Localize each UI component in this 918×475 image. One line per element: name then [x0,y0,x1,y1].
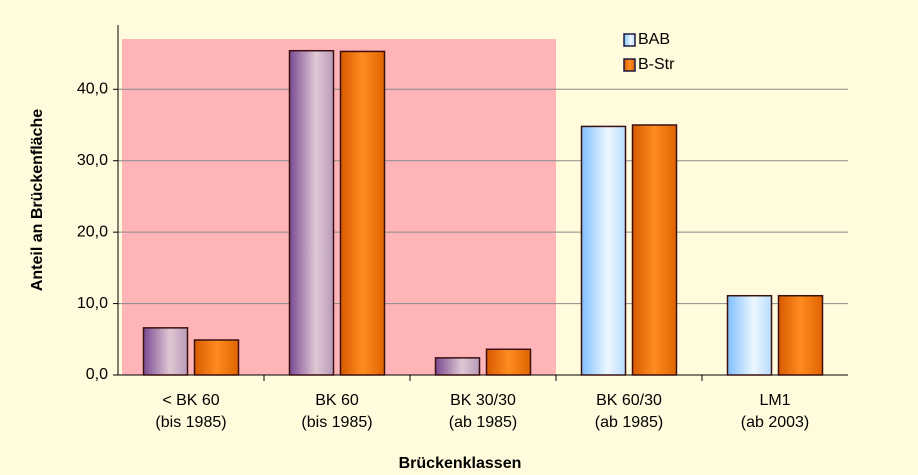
legend-label: B-Str [638,56,675,73]
x-tick-label: (bis 1985) [155,414,226,431]
y-tick-label: 10,0 [77,295,108,312]
bar [580,125,627,376]
highlight-region [122,39,556,375]
x-tick-label: BK 30/30 [450,392,516,409]
x-tick-label: < BK 60 [162,392,219,409]
legend-swatch [623,58,636,72]
bar [339,50,386,376]
x-tick-label: (ab 1985) [595,414,664,431]
bar [434,357,481,376]
bar [288,49,335,376]
y-tick-label: 20,0 [77,223,108,240]
bar [726,294,773,376]
y-tick-label: 0,0 [86,366,108,383]
bar [485,348,532,376]
y-axis-title: Anteil an Brückenfläche [29,109,46,291]
x-tick-label: (ab 2003) [741,414,810,431]
bar [193,339,240,376]
x-tick-label: BK 60/30 [596,392,662,409]
legend-swatch [623,33,636,47]
y-tick-label: 40,0 [77,81,108,98]
y-tick-label: 30,0 [77,152,108,169]
bar [142,327,189,376]
x-tick-label: LM1 [759,392,790,409]
x-tick-label: (bis 1985) [301,414,372,431]
bar [631,124,678,376]
legend-label: BAB [638,31,670,48]
bar [777,294,824,376]
x-tick-label: (ab 1985) [449,414,518,431]
x-axis-title: Brückenklassen [399,455,522,472]
x-tick-label: BK 60 [315,392,359,409]
